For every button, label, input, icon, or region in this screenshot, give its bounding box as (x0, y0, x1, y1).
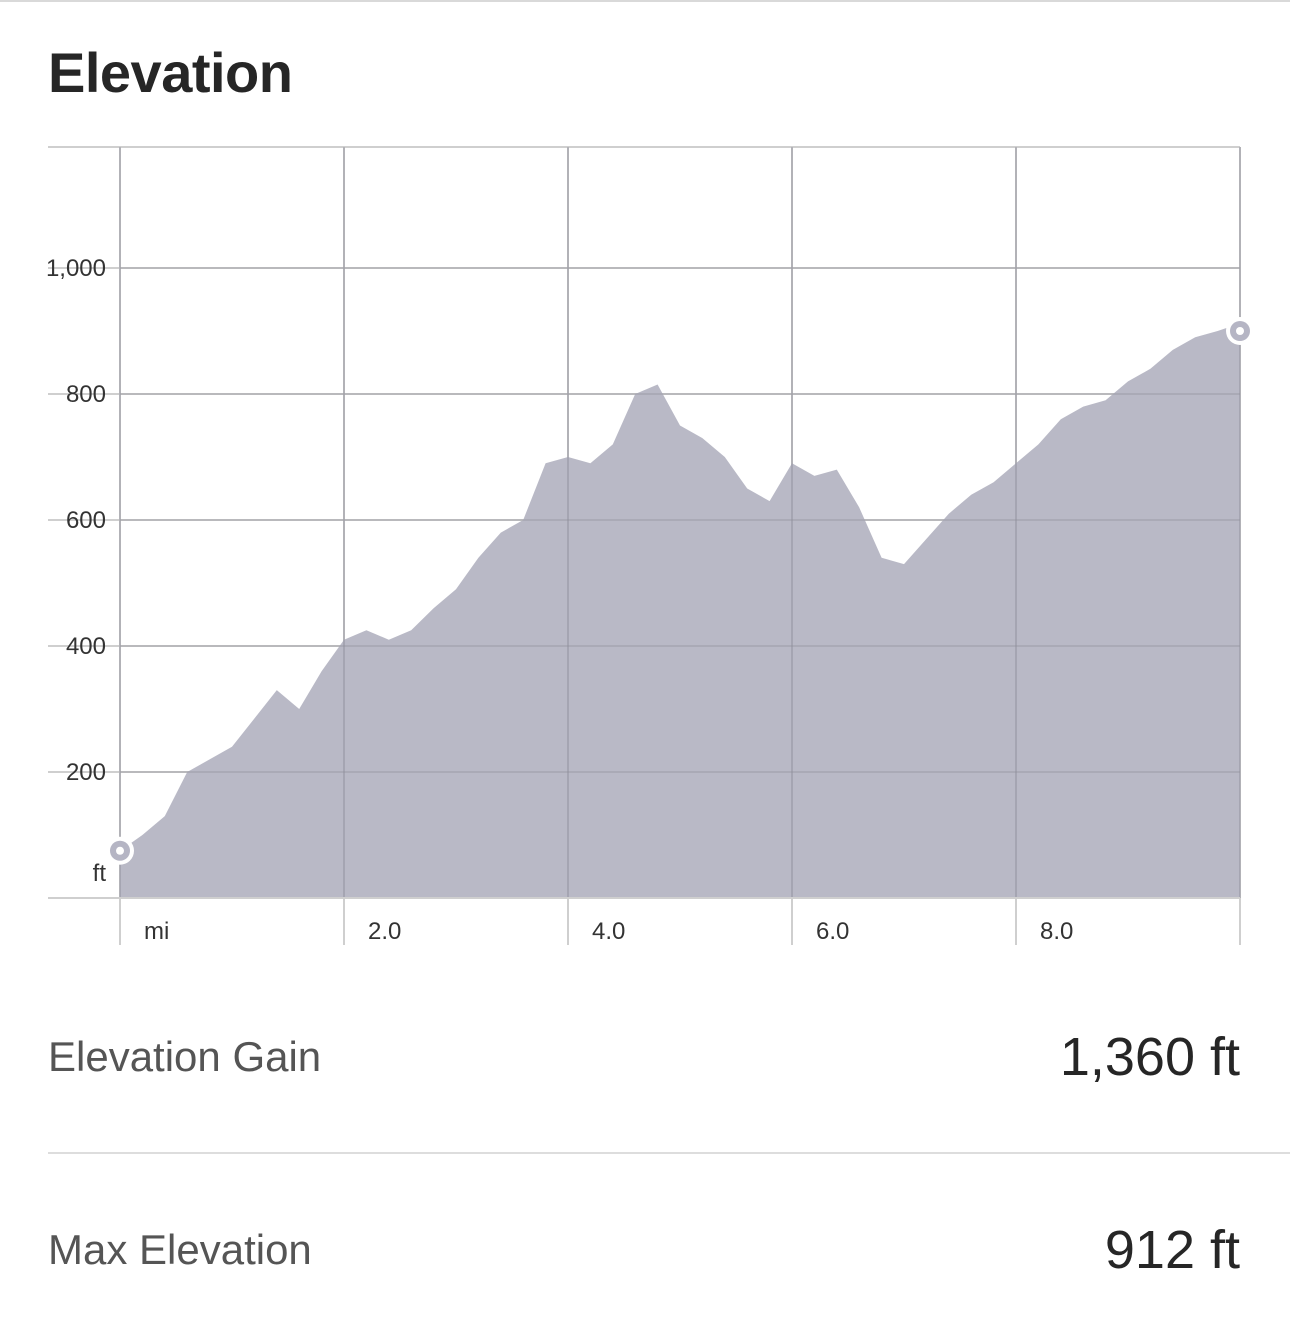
x-tick-label: 8.0 (1040, 918, 1073, 945)
x-tick-label: 6.0 (816, 918, 849, 945)
elevation-gain-value: 1,360 ft (1059, 1027, 1240, 1087)
elevation-chart-svg: 200 400 600 800 1,000 ft mi 2.0 4.0 6.0 8.0 (46, 146, 1254, 945)
max-elevation-label: Max Elevation (48, 1226, 312, 1273)
top-divider (0, 0, 1290, 2)
x-tick-label: 2.0 (368, 918, 401, 945)
section-title: Elevation (48, 41, 293, 104)
stats-divider (48, 1152, 1290, 1154)
y-tick-label: 200 (66, 759, 106, 786)
elevation-chart[interactable]: 200 400 600 800 1,000 ft mi 2.0 4.0 6.0 8.0 (0, 130, 1290, 960)
start-marker-dot (116, 846, 124, 855)
y-axis-unit-label: ft (93, 860, 107, 887)
y-tick-label: 1,000 (46, 255, 106, 282)
y-tick-label: 400 (66, 633, 106, 660)
x-tick-label: 4.0 (592, 918, 625, 945)
elevation-gain-row: Elevation Gain 1,360 ft (48, 1007, 1240, 1107)
y-tick-label: 600 (66, 507, 106, 534)
elevation-area (120, 323, 1240, 898)
elevation-gain-label: Elevation Gain (48, 1033, 322, 1080)
y-tick-label: 800 (66, 381, 106, 408)
x-tick-label: mi (144, 918, 169, 945)
max-elevation-value: 912 ft (1104, 1220, 1240, 1280)
end-marker-dot (1236, 327, 1244, 335)
max-elevation-row: Max Elevation 912 ft (48, 1200, 1240, 1300)
